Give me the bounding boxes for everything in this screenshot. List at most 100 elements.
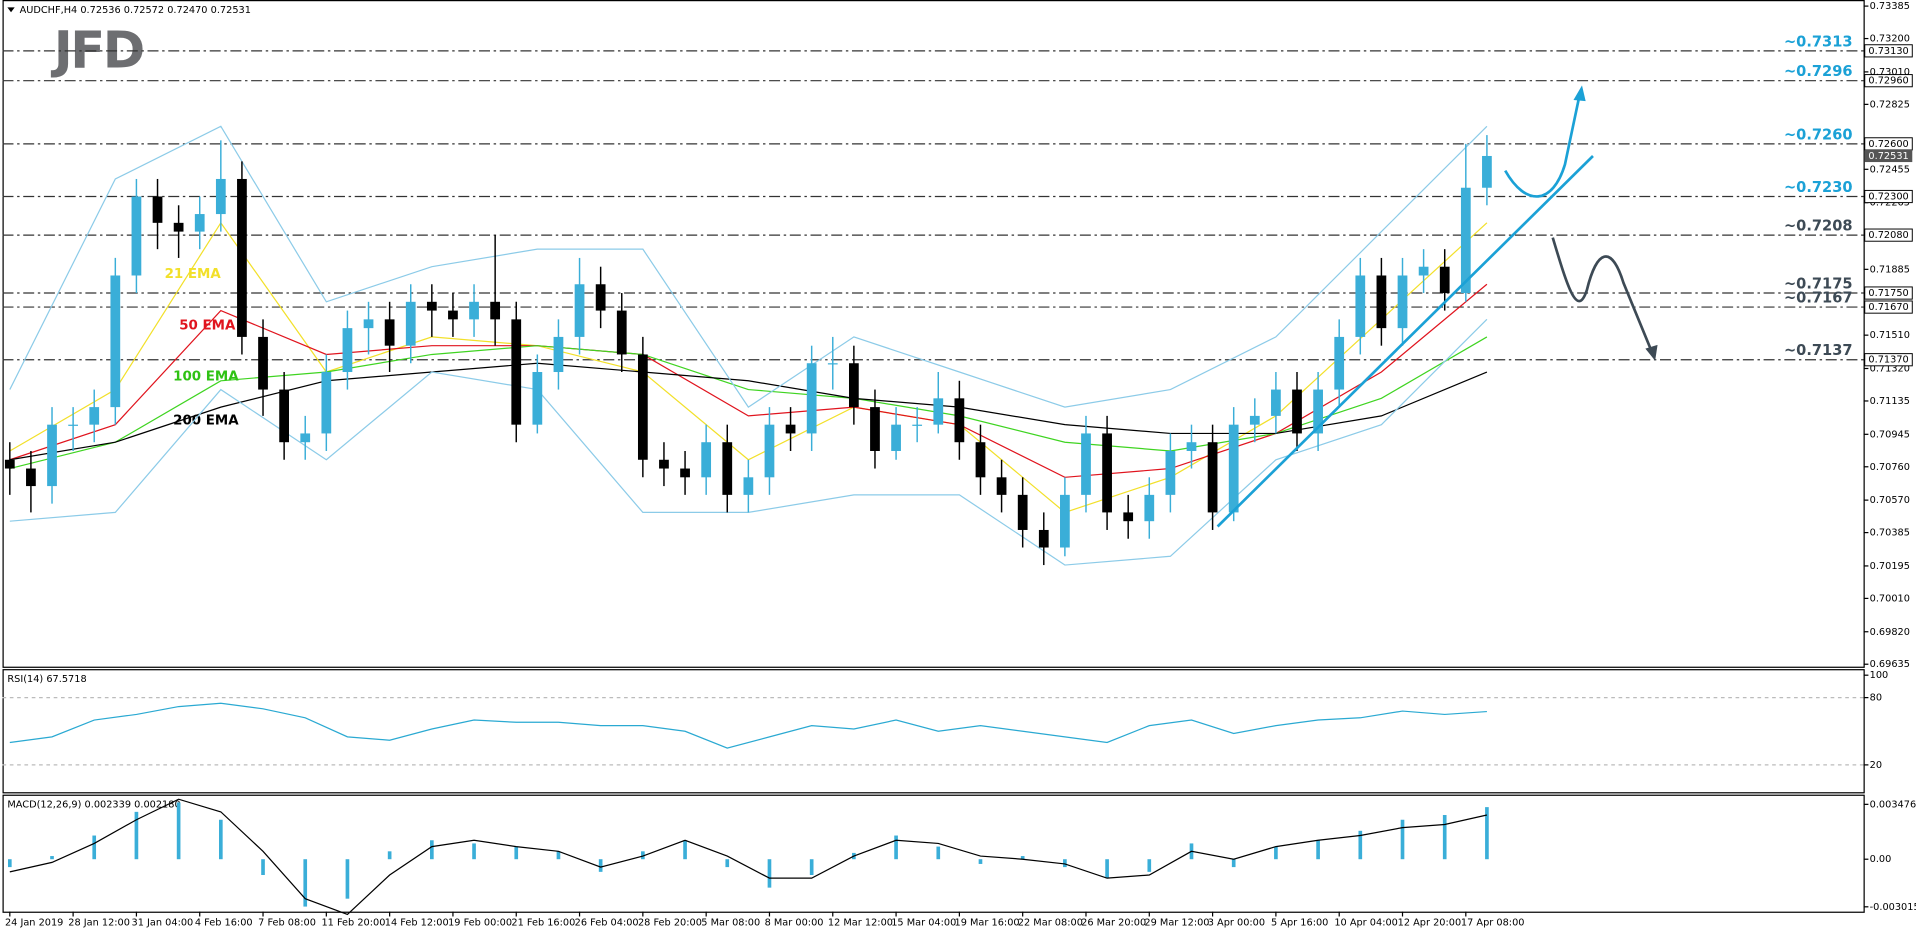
rsi-panel-frame (2, 669, 1865, 794)
level-label: ~0.7296 (1784, 63, 1853, 80)
y-tick-label: 80 (1870, 693, 1882, 704)
candle-body (1355, 275, 1366, 337)
macd-bar (725, 859, 730, 868)
level-box-label: 0.71670 (1868, 302, 1908, 313)
macd-bar (1147, 859, 1152, 872)
macd-bar (7, 859, 12, 868)
candle-body (89, 407, 100, 425)
ema-label: 200 EMA (173, 413, 239, 428)
candle-body (1165, 450, 1176, 495)
candle-body (574, 284, 585, 337)
candle-body (1123, 512, 1134, 522)
candle-body (110, 275, 121, 408)
macd-bar (1358, 830, 1363, 860)
candle-body (363, 319, 374, 329)
candle-body (764, 424, 775, 478)
y-tick-label: 0.73200 (1870, 34, 1910, 45)
price-panel-frame (2, 0, 1865, 668)
candle-body (933, 398, 944, 425)
candle-body (131, 196, 142, 276)
y-tick-label: 0.69635 (1870, 659, 1910, 670)
candle-body (1081, 433, 1091, 495)
candle-body (1060, 494, 1070, 548)
candle-body (912, 424, 923, 426)
x-tick-label: 3 Apr 00:00 (1208, 918, 1265, 929)
level-label: ~0.7175 (1784, 276, 1853, 293)
y-tick-label: 0.70570 (1870, 495, 1910, 506)
candle-body (279, 389, 290, 443)
macd-bar (767, 859, 772, 888)
y-tick-label: 0.72265 (1870, 198, 1910, 209)
macd-bar (978, 859, 983, 864)
candle-body (743, 477, 754, 495)
level-box-label: 0.71370 (1868, 355, 1908, 366)
x-tick-label: 22 Mar 08:00 (1018, 918, 1083, 929)
candle-body (1376, 275, 1387, 329)
candle-body (173, 222, 184, 232)
x-tick-label: 10 Apr 04:00 (1334, 918, 1398, 929)
y-tick-label: 0.71320 (1870, 364, 1910, 375)
y-tick-label: 0.72455 (1870, 164, 1910, 175)
macd-bar (92, 835, 97, 860)
y-tick-label: 0.73010 (1870, 67, 1910, 78)
ema-label: 21 EMA (165, 267, 222, 282)
x-tick-label: 12 Apr 20:00 (1398, 918, 1462, 929)
candle-body (300, 433, 311, 443)
candle-body (616, 310, 627, 355)
y-tick-label: 0.70760 (1870, 462, 1910, 473)
ema-line (9, 283, 1488, 478)
macd-bar (1274, 846, 1278, 860)
candle-body (1017, 494, 1028, 530)
candle-body (1186, 442, 1197, 451)
macd-bar (1020, 856, 1025, 860)
bollinger-band (9, 125, 1488, 408)
candle-body (1207, 442, 1218, 513)
candle-body (848, 363, 859, 408)
x-tick-label: 26 Mar 20:00 (1081, 918, 1146, 929)
ema-line (9, 336, 1488, 470)
macd-bar (598, 859, 603, 872)
rsi-title: RSI(14) 67.5718 (7, 674, 86, 685)
macd-bar (809, 859, 814, 876)
level-box (1864, 44, 1913, 58)
x-tick-label: 24 Jan 2019 (5, 918, 63, 929)
ema-label: 50 EMA (179, 318, 236, 333)
x-tick-label: 26 Feb 04:00 (575, 918, 639, 929)
trend-line (1216, 155, 1594, 528)
macd-panel-frame (2, 794, 1865, 913)
macd-bar (1400, 819, 1405, 860)
macd-bar (683, 840, 687, 860)
x-tick-label: 19 Mar 16:00 (955, 918, 1020, 929)
y-tick-label: 0.70385 (1870, 528, 1910, 539)
candle-body (215, 178, 226, 215)
y-tick-label: 0.69820 (1870, 627, 1910, 638)
macd-bar (1063, 859, 1067, 868)
x-tick-label: 31 Jan 04:00 (132, 918, 194, 929)
x-tick-label: 7 Feb 08:00 (258, 918, 316, 929)
candle-body (342, 328, 353, 373)
candle-body (1313, 389, 1323, 434)
bearish-arrowhead (1645, 344, 1658, 361)
x-tick-label: 28 Jan 12:00 (68, 918, 130, 929)
candle-body (1038, 529, 1049, 548)
candle-body (1439, 266, 1450, 294)
level-label: ~0.7260 (1784, 126, 1853, 143)
candle-body (1292, 389, 1302, 434)
ema-line (9, 362, 1488, 461)
macd-bar (218, 819, 223, 860)
candle-body (553, 336, 564, 373)
y-tick-label: 0.71510 (1870, 330, 1910, 341)
candle-body (1144, 494, 1155, 522)
macd-bar (303, 859, 308, 907)
macd-bar (641, 851, 645, 860)
candle-body (1228, 424, 1239, 513)
candle-body (870, 407, 880, 451)
candle-body (806, 363, 817, 434)
macd-bar (514, 846, 519, 860)
x-tick-label: 28 Feb 20:00 (638, 918, 702, 929)
level-box (1864, 74, 1913, 88)
level-label: ~0.7167 (1784, 290, 1853, 307)
